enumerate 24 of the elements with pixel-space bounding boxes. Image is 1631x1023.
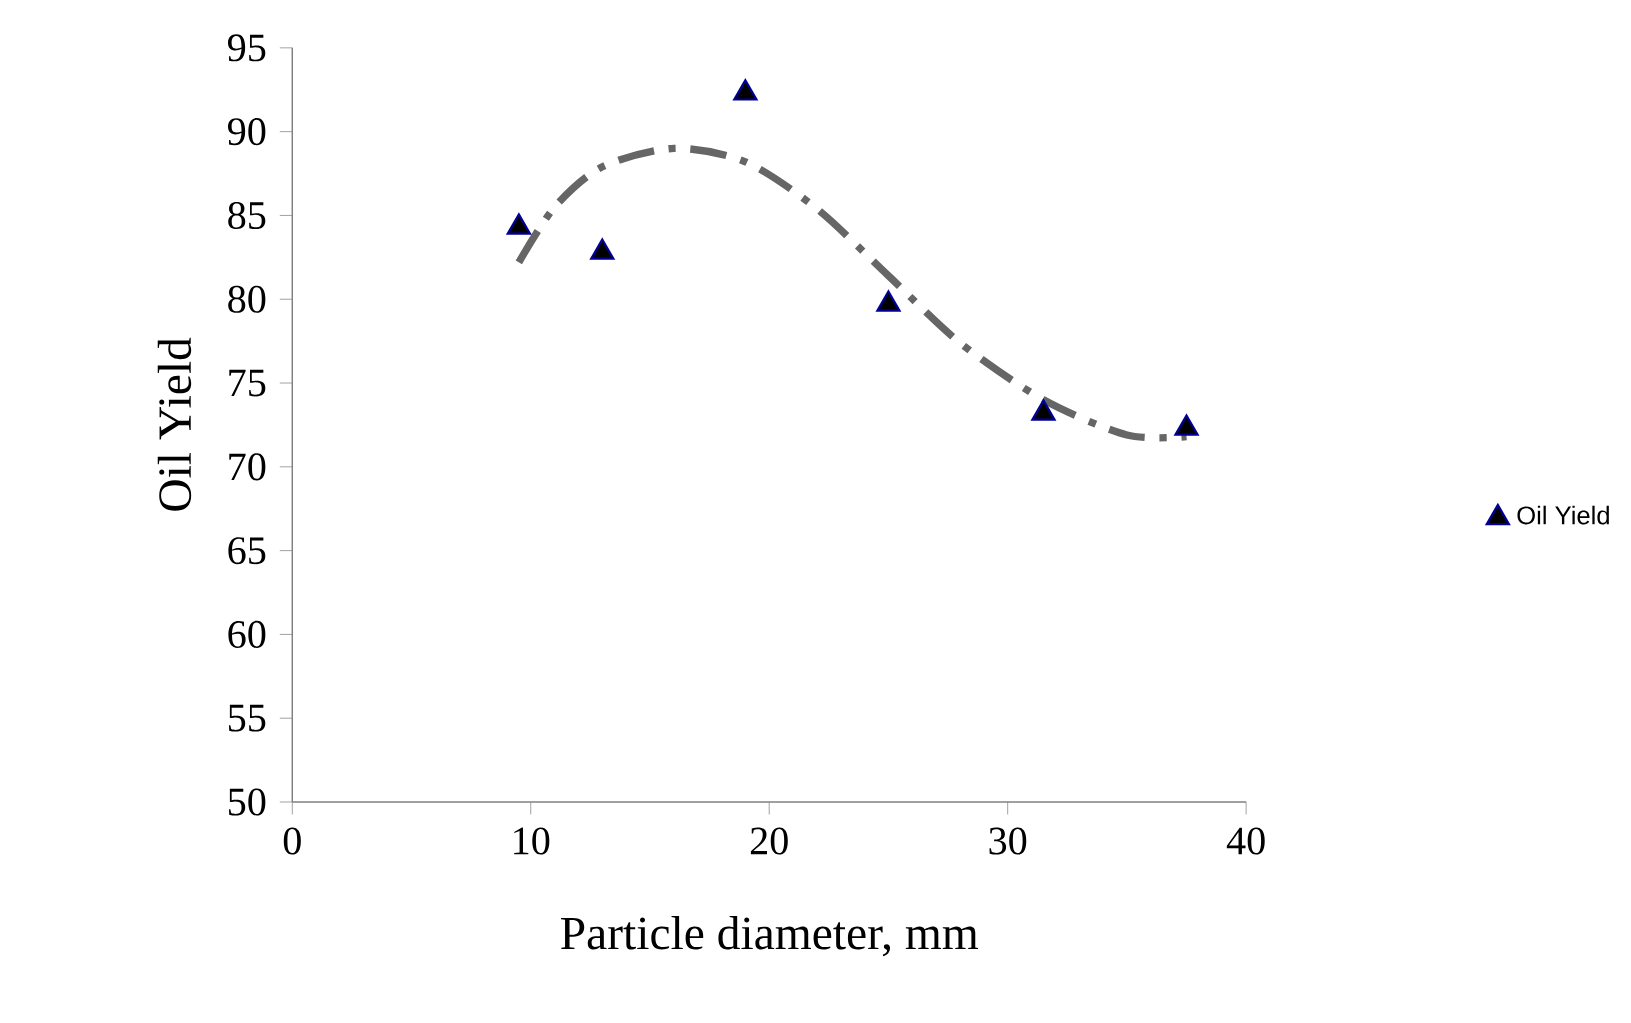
point — [1174, 414, 1199, 436]
legend-label: Oil Yield — [1517, 505, 1609, 525]
point — [506, 213, 532, 235]
x-tick-label: 0 — [283, 827, 301, 855]
x-tick-label: 20 — [750, 827, 788, 855]
y-tick-label: 95 — [228, 34, 266, 62]
y-tick-label: 65 — [228, 537, 266, 565]
y-tick-label: 50 — [229, 788, 266, 816]
y-tick-label: 55 — [229, 705, 266, 732]
y-tick-label: 70 — [229, 453, 266, 481]
x-tick-label: 30 — [989, 827, 1027, 855]
y-tick-label: 90 — [228, 118, 266, 146]
x-tick-label: 40 — [1226, 827, 1265, 855]
y-tick-label: 75 — [229, 369, 266, 397]
point — [1031, 399, 1056, 421]
y-tick-label: 80 — [228, 285, 266, 314]
x-tick-label: 10 — [514, 827, 550, 855]
y-axis-title: Oil Yield — [157, 337, 192, 511]
y-tick-label: 85 — [228, 202, 266, 230]
point — [876, 290, 901, 312]
y-tick-label: 60 — [228, 621, 266, 649]
x-axis-title: Particle diameter, mm — [561, 916, 979, 957]
point — [590, 238, 615, 261]
point — [733, 79, 758, 101]
